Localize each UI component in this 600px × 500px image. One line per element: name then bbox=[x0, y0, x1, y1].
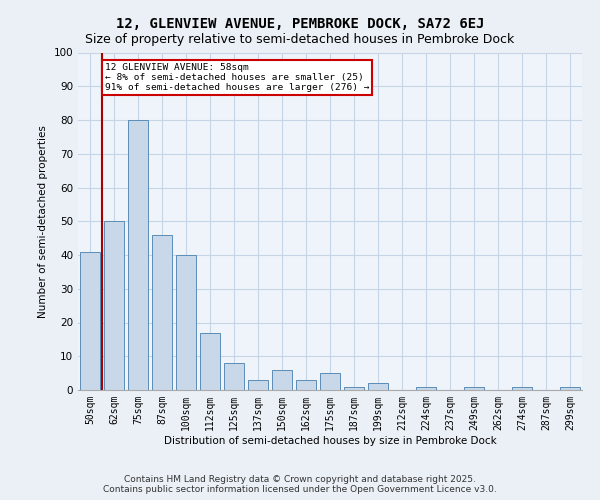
Text: Size of property relative to semi-detached houses in Pembroke Dock: Size of property relative to semi-detach… bbox=[85, 32, 515, 46]
Text: 12 GLENVIEW AVENUE: 58sqm
← 8% of semi-detached houses are smaller (25)
91% of s: 12 GLENVIEW AVENUE: 58sqm ← 8% of semi-d… bbox=[105, 62, 370, 92]
Text: Contains HM Land Registry data © Crown copyright and database right 2025.
Contai: Contains HM Land Registry data © Crown c… bbox=[103, 474, 497, 494]
Text: 12, GLENVIEW AVENUE, PEMBROKE DOCK, SA72 6EJ: 12, GLENVIEW AVENUE, PEMBROKE DOCK, SA72… bbox=[116, 18, 484, 32]
Bar bbox=[464, 386, 484, 390]
Bar bbox=[80, 252, 100, 390]
Bar bbox=[272, 370, 292, 390]
Bar bbox=[104, 221, 124, 390]
Bar bbox=[176, 255, 196, 390]
Bar bbox=[560, 386, 580, 390]
Bar bbox=[224, 363, 244, 390]
Bar bbox=[248, 380, 268, 390]
Bar bbox=[416, 386, 436, 390]
Y-axis label: Number of semi-detached properties: Number of semi-detached properties bbox=[38, 125, 48, 318]
Bar bbox=[296, 380, 316, 390]
Bar bbox=[320, 373, 340, 390]
Bar bbox=[512, 386, 532, 390]
Bar bbox=[368, 383, 388, 390]
Bar bbox=[152, 235, 172, 390]
X-axis label: Distribution of semi-detached houses by size in Pembroke Dock: Distribution of semi-detached houses by … bbox=[164, 436, 496, 446]
Bar bbox=[128, 120, 148, 390]
Bar bbox=[344, 386, 364, 390]
Bar bbox=[200, 332, 220, 390]
